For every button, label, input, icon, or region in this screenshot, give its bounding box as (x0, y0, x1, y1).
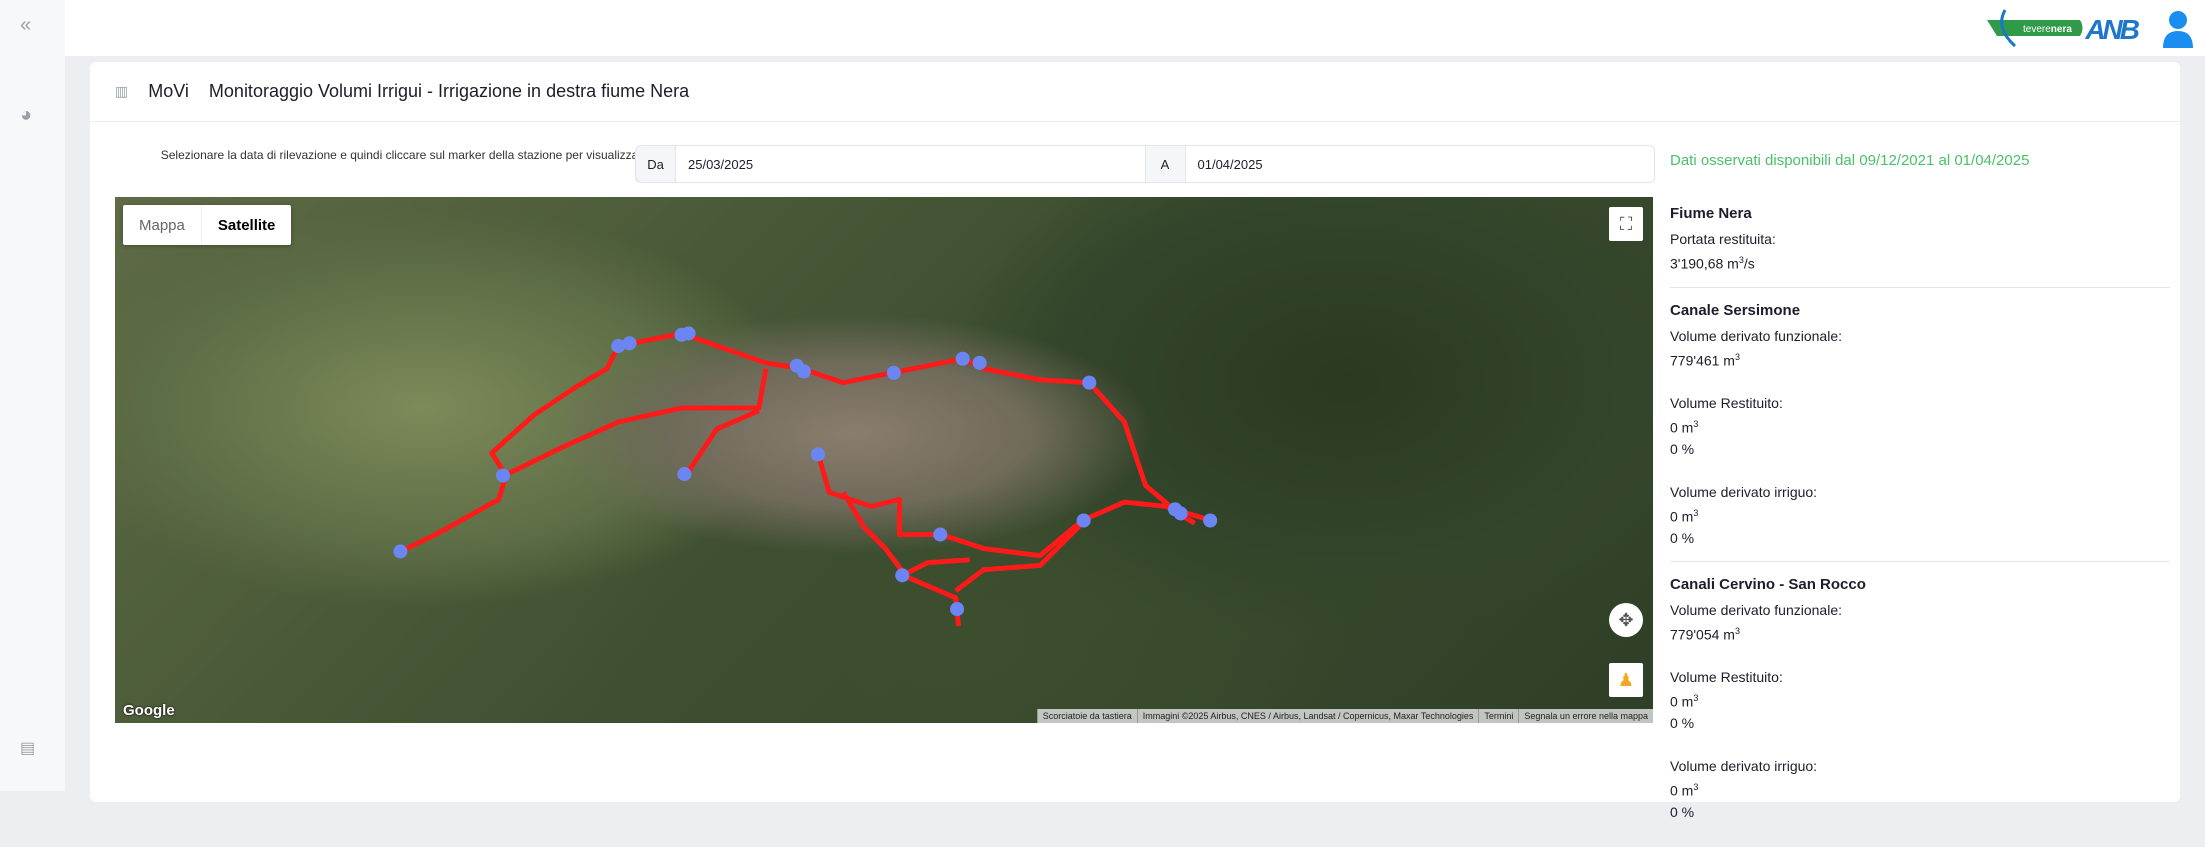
teverenera-logo: teverenera (1987, 9, 2083, 48)
funzionale-value: 779'461 m3 (1670, 351, 1740, 369)
restituito-value: 0 m3 (1670, 419, 1699, 436)
pegman-icon: ♟ (1617, 669, 1635, 690)
funzionale-label: Volume derivato funzionale: (1670, 601, 1842, 618)
canal-line (901, 557, 970, 578)
restituito-percent: 0 % (1670, 440, 1695, 457)
user-icon[interactable] (2161, 10, 2195, 48)
station-marker (810, 447, 825, 462)
map-icon: ▥ (115, 83, 129, 99)
station-marker (895, 568, 910, 583)
restituito-label: Volume Restituito: (1670, 395, 1783, 412)
irriguo-percent: 0 % (1670, 803, 1695, 820)
canal-line (815, 452, 1196, 559)
station-marker (1203, 513, 1218, 528)
station-marker (611, 339, 626, 354)
google-logo: Google (123, 702, 175, 719)
station-marker (972, 355, 987, 370)
station-marker (886, 365, 901, 380)
terms-link[interactable]: Termini (1478, 709, 1518, 723)
anb-logo: ANB (2085, 14, 2140, 45)
canal-lines (399, 330, 1213, 627)
canal-line (399, 330, 1213, 554)
section-title: Canali Cervino - San Rocco (1670, 575, 1866, 593)
street-view-button[interactable]: ♟ (1609, 663, 1643, 697)
section-fiume-nera: Fiume Nera Portata restituita: 3'190,68 … (1670, 203, 2170, 288)
dashboard-gauge-icon[interactable]: ◕ (20, 104, 33, 126)
section-canali-cervino: Canali Cervino - San Rocco Volume deriva… (1670, 574, 2170, 835)
page-title: Monitoraggio Volumi Irrigui - Irrigazion… (208, 81, 690, 101)
report-error-link[interactable]: Segnala un errore nella mappa (1518, 709, 1653, 723)
fullscreen-icon: ⛶ (1619, 213, 1633, 234)
canal-line (497, 368, 769, 481)
station-marker (796, 364, 811, 379)
station-marker (495, 468, 511, 483)
map-type-satellite[interactable]: Satellite (217, 216, 276, 234)
map-overlay (393, 326, 1218, 627)
station-marker (681, 326, 696, 341)
portata-value: 3'190,68 m3/s (1670, 255, 1755, 272)
document-icon[interactable]: ▤ (20, 740, 36, 757)
canal-line (686, 408, 760, 473)
svg-text:teverenera: teverenera (2023, 24, 2072, 35)
restituito-value: 0 m3 (1670, 693, 1699, 710)
chevrons-left-icon[interactable]: « (20, 14, 32, 36)
camera-control-button[interactable]: ✥ (1609, 603, 1643, 637)
section-canale-sersimone: Canale Sersimone Volume derivato funzion… (1670, 300, 2170, 562)
map-type-control: Mappa Satellite (123, 205, 292, 245)
from-label: Da (636, 146, 676, 182)
funzionale-value: 779'054 m3 (1670, 625, 1740, 643)
to-label: A (1145, 146, 1186, 182)
irriguo-label: Volume derivato irriguo: (1670, 757, 1818, 774)
station-marker (1076, 513, 1091, 528)
station-marker (393, 544, 408, 559)
app-name: MoVi (148, 81, 189, 101)
section-title: Fiume Nera (1670, 205, 1752, 222)
main-card: ▥ MoVi Monitoraggio Volumi Irrigui - Irr… (90, 62, 2180, 820)
funzionale-label: Volume derivato funzionale: (1670, 327, 1842, 344)
page-header: ▥ MoVi Monitoraggio Volumi Irrigui - Irr… (90, 62, 2180, 122)
station-marker (1173, 506, 1188, 521)
date-range: Da 25/03/2025 A 01/04/2025 (635, 145, 1655, 183)
station-marker (1082, 375, 1097, 390)
station-marker (933, 527, 948, 542)
station-marker (955, 351, 970, 366)
portata-label: Portata restituita: (1670, 231, 1776, 247)
irriguo-value: 0 m3 (1670, 781, 1699, 799)
station-marker (950, 602, 965, 617)
irriguo-label: Volume derivato irriguo: (1670, 483, 1818, 500)
to-date-input[interactable]: 01/04/2025 (1197, 156, 1263, 172)
station-marker (622, 336, 637, 351)
station-data-panel: Fiume Nera Portata restituita: 3'190,68 … (1670, 197, 2170, 847)
keyboard-shortcuts-link[interactable]: Scorciatoie da tastiera (1036, 709, 1137, 723)
station-markers (393, 326, 1218, 617)
section-title: Canale Sersimone (1670, 301, 1801, 319)
map-type-mappa[interactable]: Mappa (123, 205, 202, 245)
instruction-text: Selezionare la data di rilevazione e qui… (160, 148, 655, 184)
from-date-input[interactable]: 25/03/2025 (676, 146, 1146, 182)
map[interactable]: Mappa Satellite ⛶ ✥ ♟ Google Scorciatoie… (115, 197, 1653, 723)
irriguo-percent: 0 % (1670, 529, 1695, 546)
irriguo-value: 0 m3 (1670, 507, 1699, 525)
restituito-percent: 0 % (1670, 714, 1695, 731)
station-marker (677, 467, 692, 482)
fullscreen-button[interactable]: ⛶ (1609, 207, 1643, 241)
canal-line (954, 521, 1084, 593)
map-attribution: Scorciatoie da tastiera Immagini ©2025 A… (1036, 709, 1653, 723)
restituito-label: Volume Restituito: (1670, 669, 1783, 686)
imagery-credit: Immagini ©2025 Airbus, CNES / Airbus, La… (1136, 709, 1479, 723)
sidebar: « ◕ ▤ (0, 0, 65, 791)
topbar: teverenera ANB (65, 0, 2205, 56)
move-arrows-icon: ✥ (1618, 609, 1634, 630)
availability-text: Dati osservati disponibili dal 09/12/202… (1670, 152, 2030, 169)
